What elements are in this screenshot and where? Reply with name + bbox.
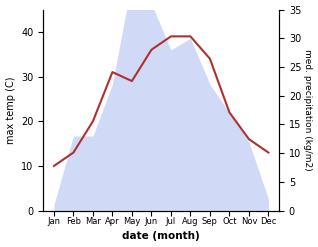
Y-axis label: max temp (C): max temp (C) bbox=[5, 76, 16, 144]
X-axis label: date (month): date (month) bbox=[122, 231, 200, 242]
Y-axis label: med. precipitation (kg/m2): med. precipitation (kg/m2) bbox=[303, 49, 313, 171]
